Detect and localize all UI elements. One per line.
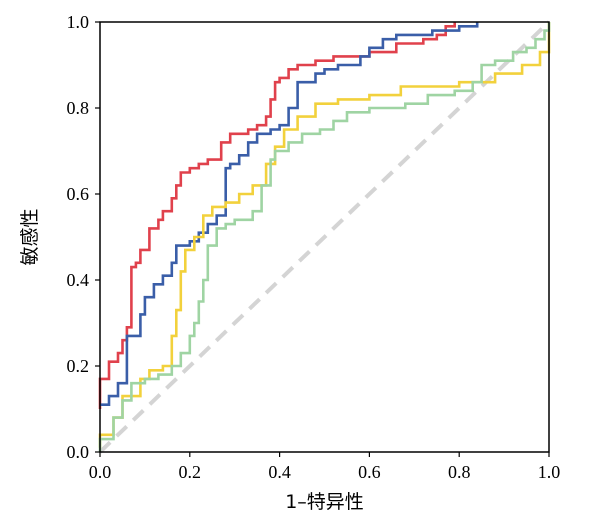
y-tick-label: 1.0 [67,12,90,32]
y-tick-label: 0.4 [67,270,90,290]
roc-curve-2 [100,22,479,406]
x-tick-label: 1.0 [538,462,561,482]
roc-curve-3 [98,22,551,448]
roc-curve-1 [98,22,456,409]
reference-diagonal [98,20,551,454]
x-tick-label: 0.0 [89,462,112,482]
x-tick-label: 0.6 [358,462,381,482]
x-axis-title: 1–特异性 [285,491,364,513]
y-tick-label: 0.6 [67,184,90,204]
x-tick-label: 0.2 [179,462,202,482]
y-tick-label: 0.2 [67,356,90,376]
reference-line [98,20,551,454]
roc-curve-4 [98,22,551,452]
x-axis-ticks: 0.0 0.2 0.4 0.6 0.8 1.0 [89,452,561,482]
y-tick-label: 0.8 [67,98,90,118]
roc-curves [98,22,551,452]
x-tick-label: 0.8 [448,462,471,482]
y-axis-ticks: 0.0 0.2 0.4 0.6 0.8 1.0 [67,12,100,462]
y-axis-title: 敏感性 [19,208,41,265]
plot-frame [99,21,550,453]
x-tick-label: 0.4 [268,462,291,482]
y-tick-label: 0.0 [67,442,90,462]
